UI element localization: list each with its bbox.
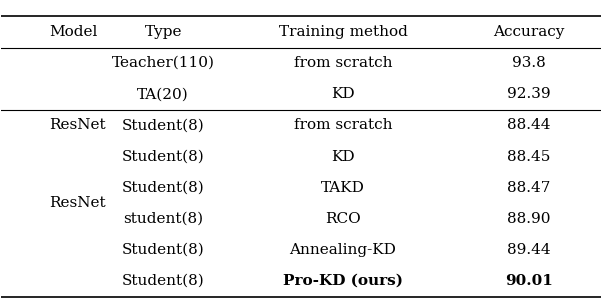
Text: Annealing-KD: Annealing-KD: [290, 243, 396, 257]
Text: Model: Model: [49, 25, 98, 39]
Text: KD: KD: [331, 150, 355, 164]
Text: ResNet: ResNet: [49, 118, 106, 133]
Text: Student(8): Student(8): [122, 118, 205, 133]
Text: Pro-KD (ours): Pro-KD (ours): [283, 274, 403, 288]
Text: Student(8): Student(8): [122, 274, 205, 288]
Text: 88.47: 88.47: [507, 181, 550, 195]
Text: RCO: RCO: [325, 212, 361, 226]
Text: from scratch: from scratch: [294, 118, 392, 133]
Text: Student(8): Student(8): [122, 243, 205, 257]
Text: 92.39: 92.39: [507, 87, 550, 101]
Text: 93.8: 93.8: [512, 56, 545, 70]
Text: Student(8): Student(8): [122, 150, 205, 164]
Text: Student(8): Student(8): [122, 181, 205, 195]
Text: 89.44: 89.44: [507, 243, 550, 257]
Text: from scratch: from scratch: [294, 56, 392, 70]
Text: Teacher(110): Teacher(110): [112, 56, 215, 70]
Text: TA(20): TA(20): [137, 87, 189, 101]
Text: KD: KD: [331, 87, 355, 101]
Text: 88.44: 88.44: [507, 118, 550, 133]
Text: 88.45: 88.45: [507, 150, 550, 164]
Text: TAKD: TAKD: [321, 181, 365, 195]
Text: student(8): student(8): [123, 212, 203, 226]
Text: Training method: Training method: [279, 25, 408, 39]
Text: Accuracy: Accuracy: [493, 25, 565, 39]
Text: 88.90: 88.90: [507, 212, 550, 226]
Text: ResNet: ResNet: [49, 196, 106, 210]
Text: Type: Type: [144, 25, 182, 39]
Text: 90.01: 90.01: [504, 274, 553, 288]
